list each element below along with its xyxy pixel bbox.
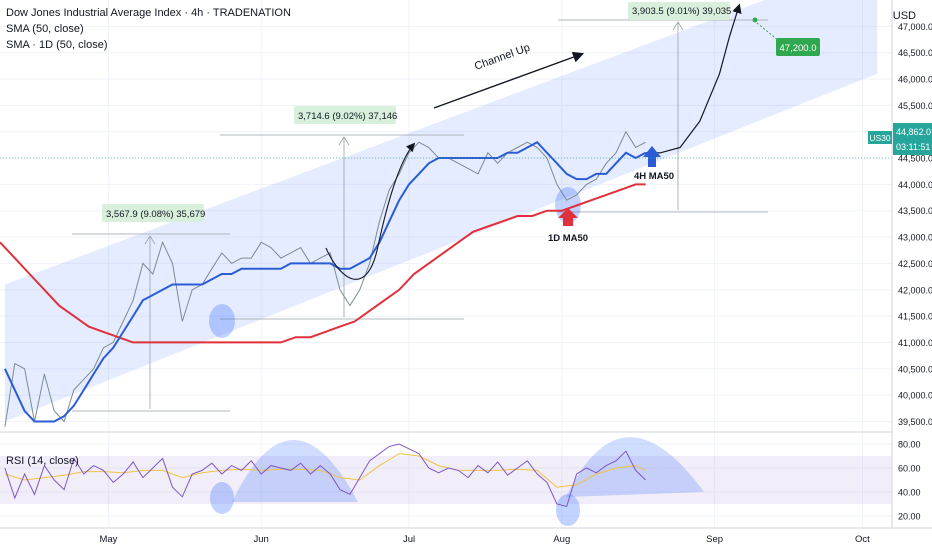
y-tick-label: 42,000.0: [898, 285, 932, 295]
current-price-label: 44,862.0: [896, 127, 931, 137]
x-tick-label: May: [99, 534, 117, 545]
rsi-band: [0, 456, 892, 504]
rsi-title[interactable]: RSI (14, close): [6, 455, 79, 467]
target-box: [776, 38, 820, 56]
x-tick-label: Aug: [553, 534, 570, 545]
rsi-circle-2: [556, 494, 580, 526]
symbol-tag-label: US30: [869, 133, 891, 143]
price-axis-ticks: 47,000.046,500.046,000.045,500.045,000.0…: [898, 22, 932, 427]
channel-band: [4, 0, 878, 422]
measure2-box: [294, 106, 396, 124]
target-dot: [752, 17, 758, 23]
rsi-circle-1: [210, 482, 234, 514]
measure3-arrow: [672, 21, 684, 31]
ma-1d-arrow-icon: [558, 208, 578, 226]
rsi-tick-label: 60.00: [898, 464, 921, 474]
current-price-box: [893, 123, 932, 155]
y-tick-label: 47,000.0: [898, 22, 932, 32]
y-tick-label: 42,500.0: [898, 259, 932, 269]
time-axis[interactable]: May Jun Jul Aug Sep Oct: [0, 527, 932, 545]
chart-title: Dow Jones Industrial Average Index · 4h …: [6, 7, 291, 19]
rsi-pane: [0, 431, 892, 526]
ma-4h-arrow-icon: [643, 146, 661, 167]
target-label: 47,200.0: [780, 43, 817, 54]
measure2-arrow: [338, 136, 350, 146]
rsi-dome-1: [232, 440, 358, 502]
ma-4h-label: 4H MA50: [634, 171, 674, 182]
currency-label: USD: [892, 10, 916, 22]
y-gridlines: [0, 25, 892, 422]
price-series: [4, 130, 646, 427]
measure3-box: [628, 2, 730, 20]
measure1-box: [102, 204, 204, 222]
x-tick-label: Oct: [855, 534, 870, 545]
channel-up-arrow: [433, 51, 585, 109]
y-tick-label: 41,000.0: [898, 338, 932, 348]
rsi-axis-ticks: 80.00 60.00 40.00 20.00: [898, 440, 921, 522]
measure2-label: 3,714.6 (9.02%) 37,146: [298, 111, 397, 122]
y-tick-label: 46,000.0: [898, 75, 932, 85]
x-gridlines: [107, 0, 863, 528]
rsi-tick-label: 80.00: [898, 440, 921, 450]
y-tick-label: 43,000.0: [898, 233, 932, 243]
y-tick-label: 41,500.0: [898, 312, 932, 322]
sma-1d-line: [0, 183, 646, 344]
y-tick-label: 44,500.0: [898, 154, 932, 164]
bounce-curve-1: [325, 142, 416, 280]
y-tick-label: 46,500.0: [898, 48, 932, 58]
rsi-gridlines: [0, 443, 892, 517]
rsi-dome-2: [566, 437, 704, 497]
x-tick-label: Jun: [254, 534, 269, 545]
sma-4h-line: [3, 140, 647, 423]
ma-1d-label: 1D MA50: [548, 233, 588, 244]
rsi-line: [4, 443, 646, 507]
y-tick-label: 43,500.0: [898, 206, 932, 216]
indicator-sma-1d[interactable]: SMA · 1D (50, close): [6, 39, 108, 51]
y-tick-label: 39,500.0: [898, 417, 932, 427]
symbol-tag: [868, 131, 892, 144]
countdown-label: 03:11:51: [896, 142, 930, 152]
y-tick-label: 40,000.0: [898, 391, 932, 401]
price-pane: Channel Up 3,567.9 (9.08%) 35,679 3,714.…: [0, 0, 892, 528]
support-circle-1: [209, 304, 235, 338]
x-tick-label: Sep: [706, 534, 723, 545]
projection-path: [645, 3, 742, 154]
price-axis[interactable]: 47,000.046,500.046,000.045,500.045,000.0…: [868, 0, 932, 528]
y-tick-label: 44,000.0: [898, 180, 932, 190]
y-tick-label: 40,500.0: [898, 364, 932, 374]
rsi-tick-label: 40.00: [898, 488, 921, 498]
target-leader: [756, 22, 780, 42]
measure1-label: 3,567.9 (9.08%) 35,679: [106, 209, 205, 220]
x-tick-label: Jul: [403, 534, 415, 545]
indicator-sma-4h[interactable]: SMA (50, close): [6, 23, 84, 35]
y-tick-label: 45,500.0: [898, 101, 932, 111]
channel-up-label: Channel Up: [473, 42, 532, 73]
time-axis-ticks: May Jun Jul Aug Sep Oct: [99, 534, 870, 545]
rsi-tick-label: 20.00: [898, 512, 921, 522]
measure3-label: 3,903.5 (9.01%) 39,035: [632, 6, 731, 17]
measure1-arrow: [144, 235, 156, 245]
